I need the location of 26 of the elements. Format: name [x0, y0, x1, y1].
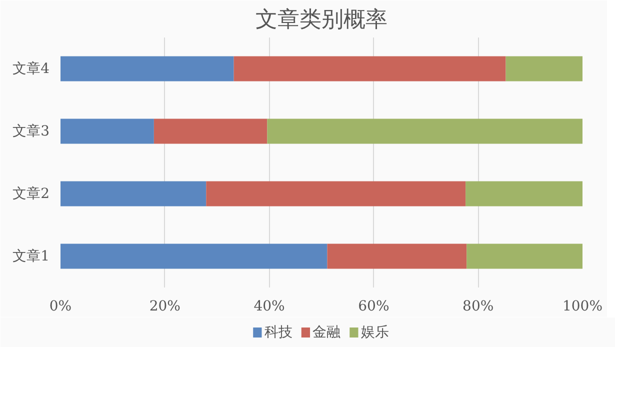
y-tick-label: 文章2: [12, 186, 50, 202]
x-tick-label: 40%: [254, 298, 285, 314]
legend-label: 娱乐: [360, 324, 389, 340]
bar: [267, 118, 582, 144]
y-tick-label: 文章1: [12, 248, 50, 264]
bar: [466, 244, 582, 269]
y-tick-label: 文章3: [12, 123, 50, 140]
x-tick-label: 20%: [149, 298, 180, 314]
bar: [466, 181, 582, 206]
bar: [154, 118, 268, 144]
legend-label: 科技: [264, 324, 292, 340]
bar: [206, 181, 466, 206]
bar: [327, 244, 467, 269]
chart-title: 文章类别概率: [256, 8, 388, 32]
bar: [60, 244, 328, 269]
y-tick-label: 文章4: [12, 60, 50, 77]
bar: [60, 56, 234, 82]
bar: [234, 56, 506, 82]
x-tick-label: 0%: [49, 298, 72, 314]
bar: [60, 181, 206, 206]
legend-label: 金融: [312, 324, 341, 340]
bar: [60, 118, 154, 144]
x-tick-label: 60%: [358, 298, 390, 314]
x-tick-label: 100%: [562, 298, 603, 314]
bar: [506, 56, 582, 82]
x-tick-label: 80%: [462, 298, 494, 314]
